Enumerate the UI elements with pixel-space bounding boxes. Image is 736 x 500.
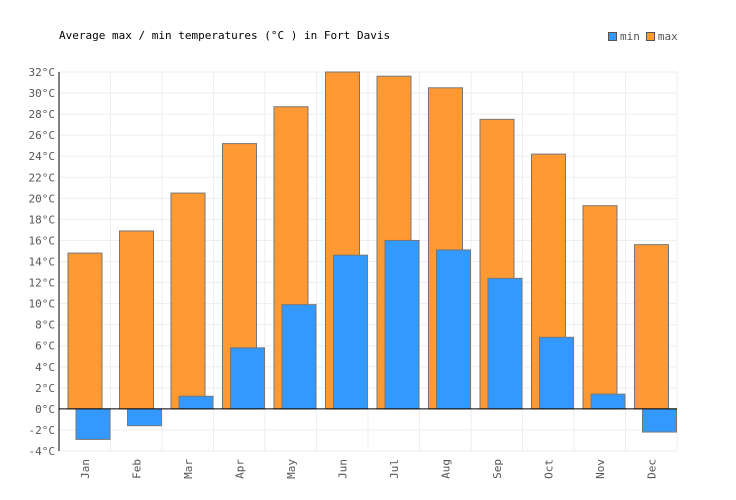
x-tick-label: May (285, 459, 298, 479)
bar-min-feb (127, 408, 162, 427)
bar-max-nov (582, 205, 618, 410)
y-tick-label: 8°C (35, 319, 55, 332)
chart-title: Average max / min temperatures (°C ) in … (59, 29, 391, 42)
legend-swatch-min (608, 32, 617, 41)
bar-min-jan (75, 408, 111, 440)
y-tick-label: 10°C (29, 298, 56, 311)
y-tick-label: -2°C (29, 424, 56, 437)
y-tick-label: 16°C (29, 234, 56, 247)
x-tick-label: Jun (336, 459, 349, 479)
y-tick-label: 20°C (29, 192, 56, 205)
legend: min max (608, 30, 678, 43)
y-tick-label: 22°C (29, 171, 56, 184)
legend-label-min: min (620, 30, 640, 43)
y-tick-label: 30°C (29, 87, 56, 100)
y-tick-label: 12°C (29, 277, 56, 290)
x-tick-label: Aug (439, 459, 452, 479)
x-tick-label: Sep (491, 459, 504, 479)
y-tick-label: 6°C (35, 340, 55, 353)
y-tick-label: 4°C (35, 361, 55, 374)
y-tick-label: 18°C (29, 213, 56, 226)
y-tick-label: 14°C (29, 256, 56, 269)
y-tick-label: 26°C (29, 129, 56, 142)
bar-min-jun (333, 254, 368, 410)
x-tick-label: Jan (79, 459, 92, 479)
y-tick-label: 2°C (35, 382, 55, 395)
bar-min-apr (230, 347, 265, 410)
y-tick-label: 32°C (29, 66, 56, 79)
x-tick-label: Apr (233, 459, 246, 479)
bar-min-may (281, 304, 317, 410)
y-tick-label: 0°C (35, 403, 55, 416)
x-tick-label: Nov (594, 459, 607, 479)
y-tick-label: -4°C (29, 445, 56, 458)
x-tick-label: Oct (542, 459, 555, 479)
bar-max-feb (119, 230, 154, 410)
bar-min-oct (539, 336, 574, 410)
x-tick-label: Mar (182, 459, 195, 479)
x-tick-label: Jul (388, 459, 401, 479)
bar-max-mar (170, 192, 206, 410)
y-tick-label: 28°C (29, 108, 56, 121)
legend-label-max: max (657, 30, 678, 43)
bar-min-sep (487, 277, 523, 410)
bar-min-dec (642, 408, 677, 433)
bar-min-mar (178, 395, 214, 410)
bar-max-jan (67, 252, 103, 410)
x-tick-label: Feb (130, 459, 143, 479)
legend-swatch-max (645, 32, 655, 41)
y-tick-label: 24°C (29, 150, 56, 163)
x-tick-label: Dec (645, 459, 658, 479)
bar-min-jul (384, 239, 420, 410)
bar-min-aug (436, 249, 471, 410)
bar-min-nov (590, 393, 626, 410)
bar-max-dec (634, 244, 669, 410)
